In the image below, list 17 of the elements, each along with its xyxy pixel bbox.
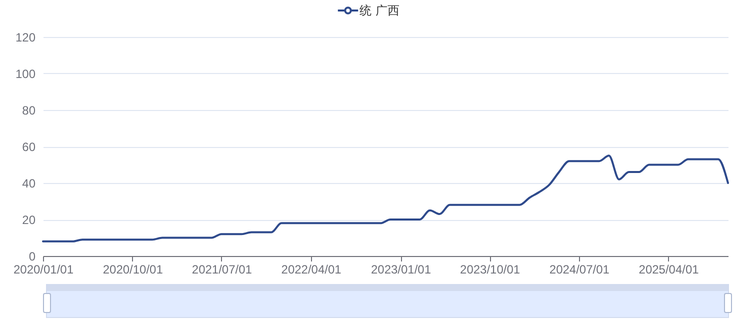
x-tick-label: 2022/04/01 (281, 262, 342, 276)
x-tick-label: 2020/10/01 (102, 262, 164, 276)
x-tick-label: 2023/10/01 (460, 262, 520, 276)
x-tick-label: 2024/07/01 (549, 262, 610, 276)
y-tick-label: 40 (22, 176, 36, 190)
x-tick-label: 2021/07/01 (192, 262, 252, 276)
y-tick-label: 80 (22, 104, 36, 118)
x-tick-label: 2020/01/01 (13, 262, 74, 276)
y-tick-label: 120 (15, 30, 36, 44)
y-tick-label: 100 (15, 67, 36, 81)
line-series (42, 154, 729, 242)
y-tick-label: 60 (22, 140, 36, 154)
y-tick-label: 0 (28, 250, 36, 264)
x-tick-label: 2025/04/01 (638, 262, 700, 276)
y-tick-label: 20 (22, 213, 36, 227)
x-tick-label: 2023/01/01 (370, 262, 432, 276)
legend-label: 统 广西 (360, 4, 400, 18)
